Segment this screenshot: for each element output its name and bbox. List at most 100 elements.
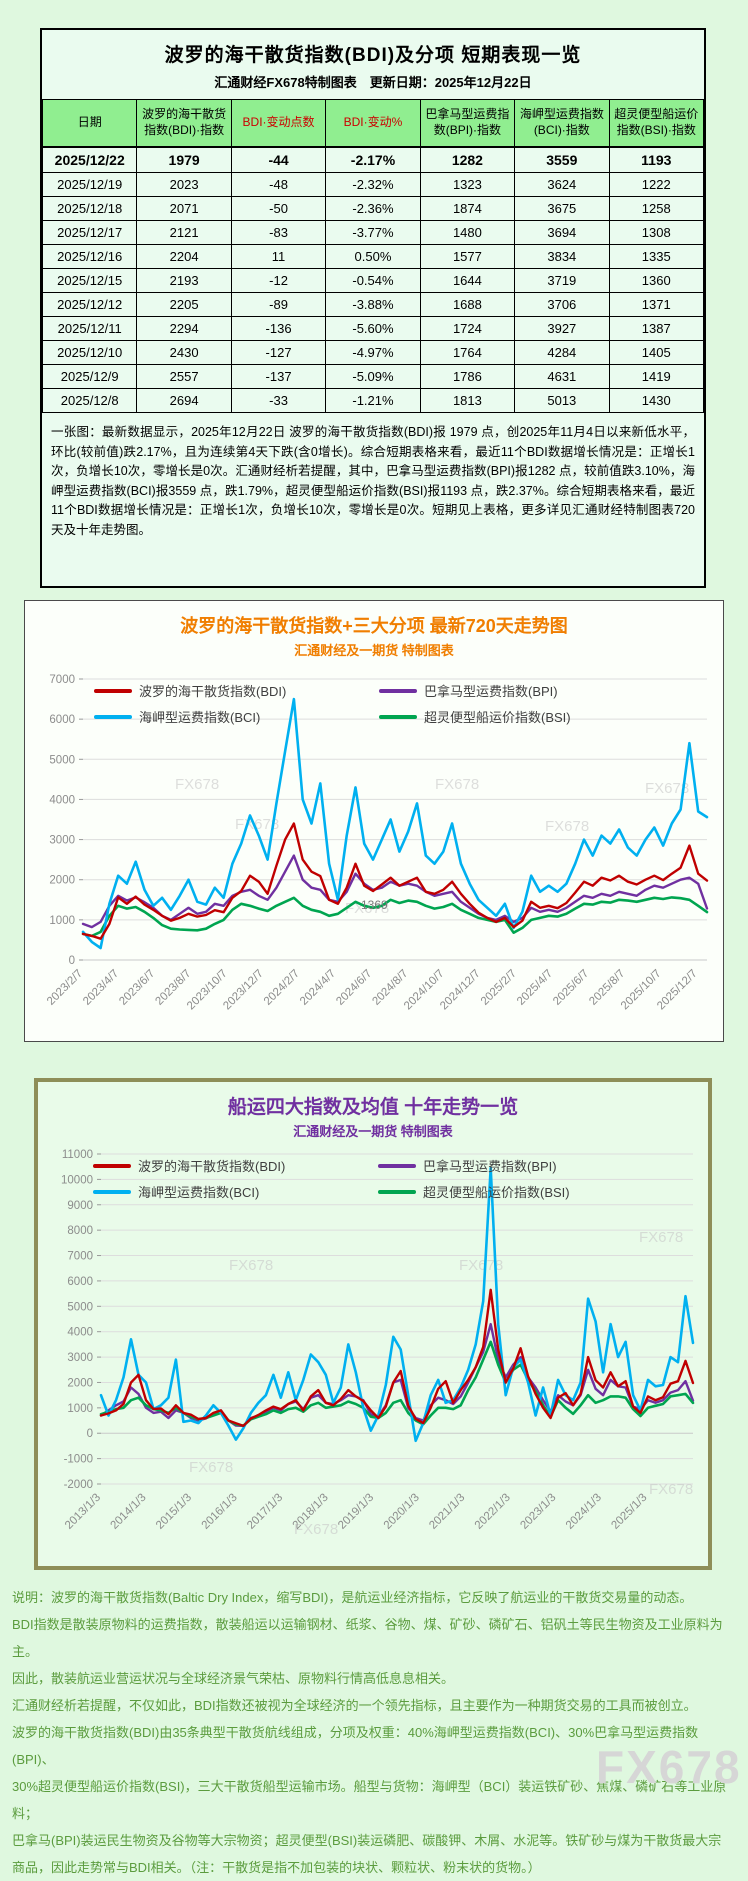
footer-line: 汇通财经析若提醒，不仅如此，BDI指数还被视为全球经济的一个领先指标，且主要作为… — [12, 1698, 697, 1713]
footer-line: 30%超灵便型船运价指数(BSI)，三大干散货船型运输市场。船型与货物：海岬型（… — [12, 1779, 727, 1821]
short-term-table-panel: 波罗的海干散货指数(BDI)及分项 短期表现一览 汇通财经FX678特制图表 更… — [40, 28, 706, 588]
fx678-watermark: FX678 — [596, 1741, 742, 1793]
cell-value: 2193 — [136, 268, 232, 293]
y-tick-label: 10000 — [61, 1174, 93, 1186]
value-annotation: 1369 — [361, 898, 388, 912]
cell-date: 2025/12/11 — [41, 316, 138, 341]
cell-value: 1874 — [419, 196, 516, 221]
cell-value: 1258 — [608, 196, 705, 221]
table-row: 2025/12/19 2023 -48 -2.32% 1323 3624 1222 — [41, 172, 705, 197]
chart-10y-title: 船运四大指数及均值 十年走势一览 — [227, 1097, 519, 1118]
chart-10y-wrap: -2000 -1000 0 1000 2000 3000 4000 5000 6000 7000 8… — [38, 1142, 708, 1562]
series-line-bsi — [81, 896, 709, 938]
cell-value: 3927 — [514, 316, 610, 341]
y-tick-label: 9000 — [67, 1200, 93, 1212]
cell-value: 1480 — [419, 220, 516, 245]
table-row: 2025/12/11 2294 -136 -5.60% 1724 3927 1387 — [41, 316, 705, 341]
cell-value: -44 — [230, 146, 327, 173]
cell-value: -50 — [230, 196, 327, 221]
cell-value: -12 — [230, 268, 327, 293]
series-line-bci — [81, 697, 709, 950]
y-tick-label: 5000 — [49, 754, 75, 766]
chart-10y-panel: 船运四大指数及均值 十年走势一览 汇通财经及一期货 特制图表 -2000 -100… — [34, 1078, 712, 1570]
y-tick-label: 3000 — [67, 1352, 93, 1364]
cell-value: -2.32% — [325, 172, 421, 197]
cell-value: -1.21% — [325, 388, 421, 413]
cell-value: 2294 — [136, 316, 232, 341]
x-tick-label: 2021/1/3 — [427, 1492, 467, 1532]
table-row: 2025/12/18 2071 -50 -2.36% 1874 3675 1258 — [41, 196, 705, 221]
fx678-inchart-watermark: FX678 — [545, 818, 589, 835]
footer-line: 说明：波罗的海干散货指数(Baltic Dry Index，缩写BDI)，是航运… — [12, 1590, 693, 1605]
table-row: 2025/12/9 2557 -137 -5.09% 1786 4631 1419 — [41, 364, 705, 389]
cell-value: 0.50% — [325, 244, 421, 269]
cell-value: 1688 — [419, 292, 516, 317]
cell-value: 5013 — [514, 388, 610, 413]
cell-value: 2557 — [136, 364, 232, 389]
y-tick-label: 4000 — [49, 794, 75, 806]
cell-value: 1430 — [608, 388, 705, 413]
cell-value: 11 — [230, 244, 327, 269]
y-tick-label: 11000 — [62, 1149, 93, 1161]
fx678-inchart-watermark: FX678 — [645, 780, 689, 797]
cell-value: 1193 — [608, 146, 705, 173]
y-tick-label: 7000 — [49, 674, 75, 686]
cell-value: 1371 — [608, 292, 705, 317]
cell-value: 3624 — [514, 172, 610, 197]
cell-date: 2025/12/15 — [41, 268, 138, 293]
cell-value: 1644 — [419, 268, 516, 293]
series-line-bpi — [81, 854, 709, 929]
fx678-inchart-watermark: FX678 — [435, 776, 479, 793]
cell-value: -48 — [230, 172, 327, 197]
y-tick-label: 1000 — [67, 1403, 93, 1415]
cell-value: 3834 — [514, 244, 610, 269]
table-panel-title: 波罗的海干散货指数(BDI)及分项 短期表现一览 — [164, 45, 582, 66]
fx678-inchart-watermark: FX678 — [639, 1229, 683, 1246]
y-tick-label: 5000 — [67, 1301, 93, 1313]
column-header: 日期 — [41, 99, 138, 148]
x-tick-label: 2013/1/3 — [63, 1492, 103, 1532]
x-tick-label: 2017/1/3 — [245, 1492, 285, 1532]
table-row: 2025/12/10 2430 -127 -4.97% 1764 4284 1405 — [41, 340, 705, 365]
x-tick-label: 2025/2/7 — [479, 968, 519, 1008]
cell-value: 1724 — [419, 316, 516, 341]
cell-value: -33 — [230, 388, 327, 413]
y-tick-label: 1000 — [49, 915, 75, 927]
cell-date: 2025/12/12 — [41, 292, 138, 317]
cell-value: -127 — [230, 340, 327, 365]
cell-value: 2121 — [136, 220, 232, 245]
cell-value: 3719 — [514, 268, 610, 293]
cell-value: 3694 — [514, 220, 610, 245]
cell-date: 2025/12/16 — [41, 244, 138, 269]
x-tick-label: 2020/1/3 — [382, 1492, 422, 1532]
x-tick-label: 2022/1/3 — [473, 1492, 513, 1532]
table-row: 2025/12/16 2204 11 0.50% 1577 3834 1335 — [41, 244, 705, 269]
cell-value: 2023 — [136, 172, 232, 197]
cell-value: 1335 — [608, 244, 705, 269]
x-tick-label: 2024/4/7 — [298, 968, 338, 1008]
y-tick-label: -1000 — [64, 1454, 93, 1466]
table-row: 2025/12/8 2694 -33 -1.21% 1813 5013 1430 — [41, 388, 705, 413]
footer-line: 波罗的海干散货指数(BDI)由35条典型干散货航线组成，分项及权重：40%海岬型… — [12, 1725, 699, 1767]
y-tick-label: 6000 — [67, 1276, 93, 1288]
trend-chart-10y: -2000 -1000 0 1000 2000 3000 4000 5000 6000 7000 8… — [61, 1149, 695, 1538]
cell-value: 1405 — [608, 340, 705, 365]
footer-line: 因此，散装航运业营运状况与全球经济景气荣枯、原物料行情高低息息相关。 — [12, 1671, 455, 1686]
fx678-inchart-watermark: FX678 — [175, 776, 219, 793]
cell-value: 1222 — [608, 172, 705, 197]
cell-value: 1577 — [419, 244, 516, 269]
y-tick-label: 0 — [87, 1428, 93, 1440]
table-header-row: 日期 波罗的海干散货指数(BDI)·指数 BDI·变动点数 BDI·变动% 巴拿马型运费… — [41, 99, 705, 148]
x-tick-label: 2014/1/3 — [109, 1492, 149, 1532]
cell-value: 1360 — [608, 268, 705, 293]
cell-value: -5.09% — [325, 364, 421, 389]
cell-value: -3.77% — [325, 220, 421, 245]
table-panel-subtitle: 汇通财经FX678特制图表 更新日期：2025年12月22日 — [214, 75, 532, 90]
cell-date: 2025/12/18 — [41, 196, 138, 221]
cell-value: -3.88% — [325, 292, 421, 317]
cell-value: 1764 — [419, 340, 516, 365]
x-tick-label: 2023/2/7 — [45, 968, 85, 1008]
x-tick-label: 2019/1/3 — [336, 1492, 376, 1532]
y-tick-label: 0 — [69, 955, 75, 967]
x-tick-label: 2025/6/7 — [551, 968, 591, 1008]
